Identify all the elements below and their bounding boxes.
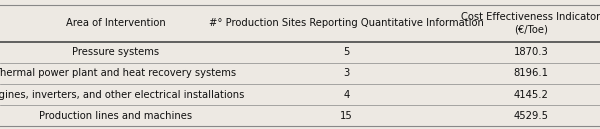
Text: 4145.2: 4145.2 xyxy=(514,90,548,100)
Text: 1870.3: 1870.3 xyxy=(514,47,548,57)
Text: Production lines and machines: Production lines and machines xyxy=(39,111,192,121)
Text: 4: 4 xyxy=(343,90,350,100)
Text: 3: 3 xyxy=(343,68,350,78)
Text: Pressure systems: Pressure systems xyxy=(72,47,159,57)
Text: Thermal power plant and heat recovery systems: Thermal power plant and heat recovery sy… xyxy=(0,68,236,78)
Text: #° Production Sites Reporting Quantitative Information: #° Production Sites Reporting Quantitati… xyxy=(209,18,484,28)
Text: Cost Effectiveness Indicator
(€/Toe): Cost Effectiveness Indicator (€/Toe) xyxy=(461,12,600,34)
Text: 4529.5: 4529.5 xyxy=(514,111,548,121)
Text: Engines, inverters, and other electrical installations: Engines, inverters, and other electrical… xyxy=(0,90,245,100)
Text: 5: 5 xyxy=(343,47,350,57)
Text: 15: 15 xyxy=(340,111,353,121)
Text: Area of Intervention: Area of Intervention xyxy=(65,18,166,28)
Text: 8196.1: 8196.1 xyxy=(514,68,548,78)
